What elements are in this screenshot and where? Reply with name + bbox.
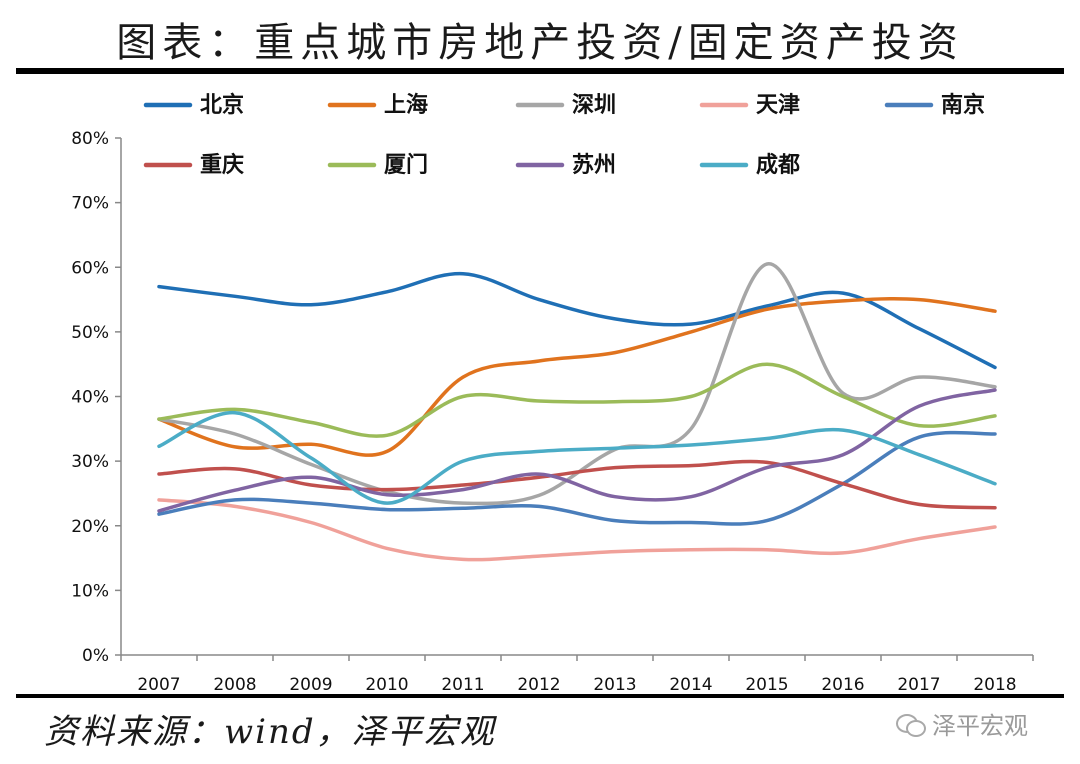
x-tick-label: 2017: [897, 675, 940, 695]
legend-label: 苏州: [572, 152, 616, 178]
x-tick-label: 2018: [973, 675, 1016, 695]
x-tick-label: 2016: [821, 675, 864, 695]
series-line-1: [157, 271, 997, 370]
y-tick-label: 70%: [71, 194, 109, 214]
watermark-label: 泽平宏观: [932, 712, 1028, 740]
series-line-2: [157, 297, 997, 457]
y-tick-label: 50%: [71, 323, 109, 343]
y-tick-label: 60%: [71, 258, 109, 278]
legend-label: 成都: [756, 153, 800, 178]
chart-series: [157, 262, 997, 562]
chart-axes: 0% 10% 20% 30% 40% 50% 60% 70% 80% 2007 2008 2009 20…: [71, 129, 1034, 695]
series-line-8: [157, 388, 997, 513]
legend-label: 上海: [384, 92, 428, 118]
y-tick-label: 40%: [71, 388, 109, 408]
bottom-rule: [16, 694, 1064, 698]
series-line-5: [157, 430, 997, 526]
legend-label: 南京: [941, 92, 985, 118]
x-tick-label: 2010: [365, 675, 408, 695]
legend-label: 北京: [200, 92, 244, 118]
series-line-6: [157, 459, 997, 510]
series-line-4: [157, 498, 997, 562]
x-tick-label: 2015: [745, 675, 788, 695]
x-tick-label: 2009: [289, 675, 332, 695]
y-tick-label: 30%: [71, 452, 109, 472]
x-tick-label: 2012: [517, 675, 560, 695]
y-tick-label: 80%: [71, 129, 109, 149]
wechat-icon: [896, 712, 926, 737]
x-tick-label: 2014: [669, 675, 712, 695]
legend-label: 厦门: [384, 152, 428, 178]
chart-title: 图表：重点城市房地产投资/固定资产投资: [116, 20, 964, 66]
y-tick-label: 0%: [82, 646, 109, 666]
legend-label: 深圳: [572, 93, 616, 118]
x-tick-label: 2008: [213, 675, 256, 695]
y-tick-label: 10%: [71, 581, 109, 601]
top-rule: [16, 68, 1064, 74]
watermark: 泽平宏观: [896, 706, 1028, 741]
series-line-7: [157, 362, 997, 438]
x-tick-label: 2013: [593, 675, 636, 695]
legend-label: 重庆: [200, 152, 244, 178]
series-line-9: [157, 410, 997, 505]
legend-label: 天津: [756, 92, 800, 118]
x-tick-label: 2011: [441, 675, 484, 695]
x-tick-label: 2007: [137, 675, 180, 695]
y-tick-label: 20%: [71, 517, 109, 537]
source-note: 资料来源：wind，泽平宏观: [44, 712, 496, 752]
